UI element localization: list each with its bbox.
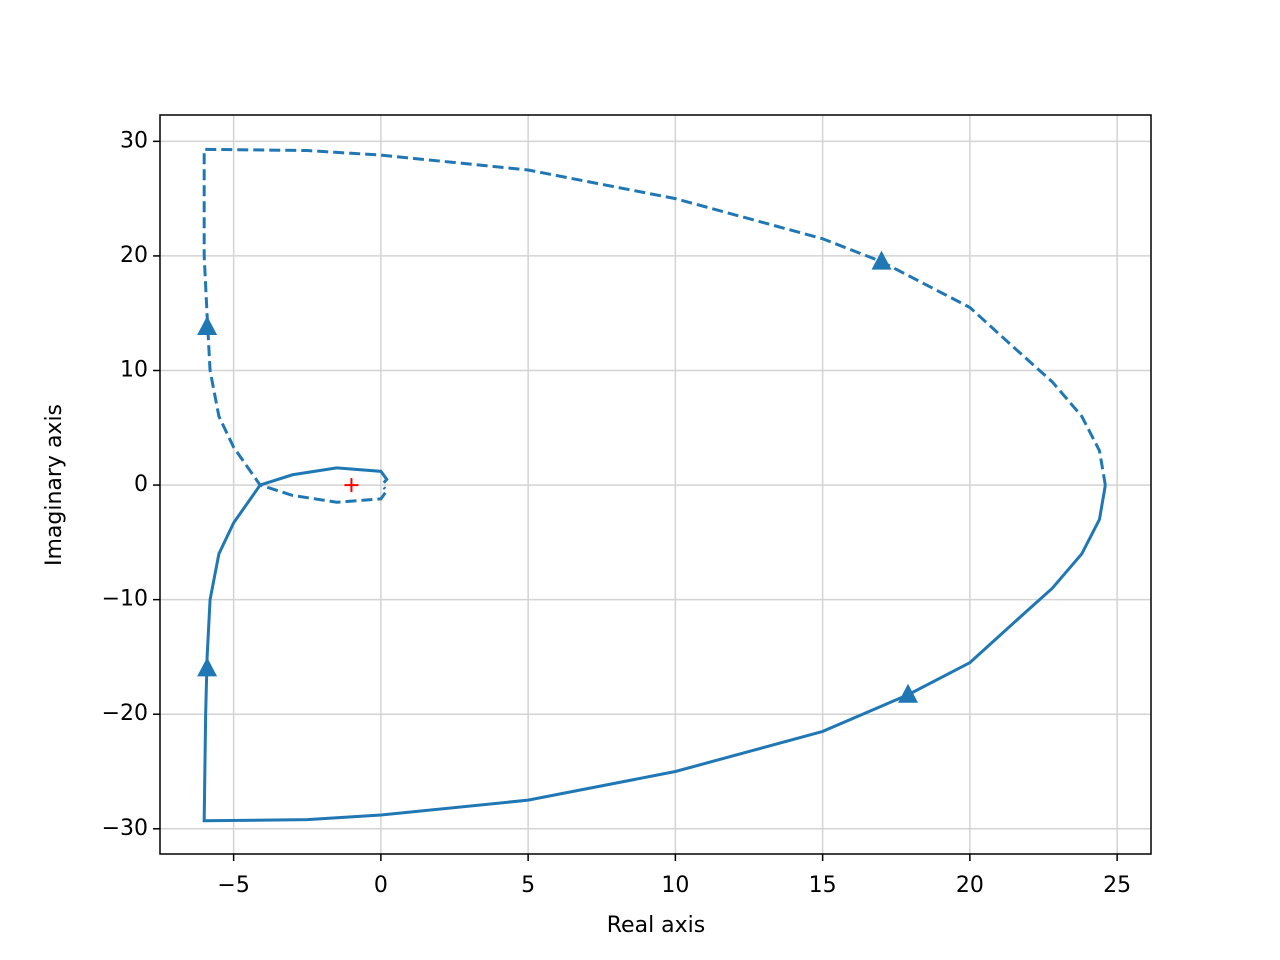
y-axis-label: Imaginary axis: [42, 404, 67, 566]
plot-frame: [159, 114, 1152, 855]
critical-point: [344, 478, 359, 493]
direction-arrow: [197, 315, 218, 335]
nyquist-curve: [202, 466, 1107, 823]
nyquist-curve: [202, 147, 1107, 504]
x-tick-label: −5: [217, 873, 249, 898]
x-tick-label: 0: [374, 873, 388, 898]
x-tick-label: 10: [661, 873, 689, 898]
x-tick-label: 5: [521, 873, 535, 898]
y-tick-label: 0: [134, 472, 148, 497]
direction-arrow: [871, 250, 892, 270]
x-tick-label: 15: [809, 873, 837, 898]
x-tick-label: 25: [1103, 873, 1131, 898]
y-tick-label: −10: [102, 587, 148, 612]
direction-arrow: [898, 683, 919, 703]
direction-arrow: [197, 657, 218, 677]
y-tick-label: −30: [102, 816, 148, 841]
x-tick-label: 20: [956, 873, 984, 898]
y-tick-label: 10: [120, 357, 148, 382]
y-tick-label: 30: [120, 128, 148, 153]
x-axis-label: Real axis: [607, 913, 706, 938]
y-tick-label: 20: [120, 243, 148, 268]
y-tick-label: −20: [102, 701, 148, 726]
